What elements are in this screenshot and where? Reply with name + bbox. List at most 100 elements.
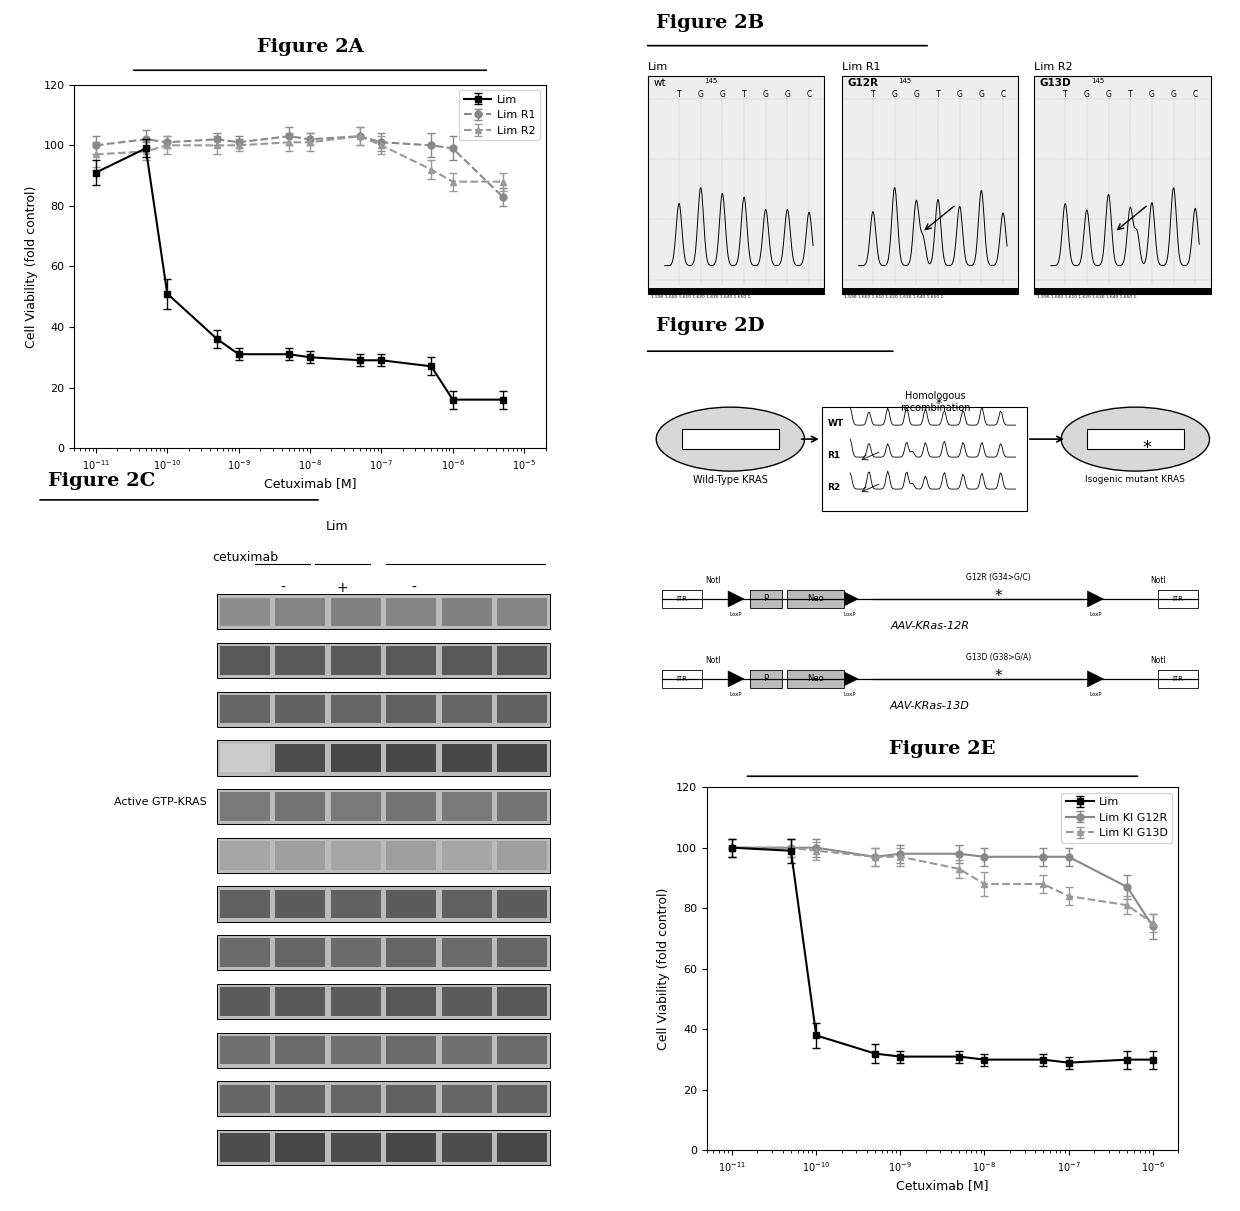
Text: 145: 145 <box>704 78 718 84</box>
Bar <box>497 744 547 773</box>
Text: LoxP: LoxP <box>730 612 743 616</box>
Bar <box>331 744 381 773</box>
Text: ITR: ITR <box>1173 596 1184 602</box>
Text: ITR: ITR <box>1173 676 1184 682</box>
Bar <box>387 1085 436 1113</box>
Bar <box>387 1035 436 1064</box>
Text: R2: R2 <box>827 482 841 492</box>
Bar <box>682 429 779 449</box>
Bar <box>219 597 270 626</box>
Bar <box>441 744 492 773</box>
Bar <box>275 597 325 626</box>
Bar <box>497 695 547 723</box>
Bar <box>441 695 492 723</box>
Bar <box>387 987 436 1016</box>
Text: T: T <box>1128 91 1132 99</box>
Text: NotI: NotI <box>706 576 722 585</box>
Text: *: * <box>1142 438 1151 457</box>
Bar <box>842 76 1018 293</box>
Bar <box>441 1085 492 1113</box>
Bar <box>275 695 325 723</box>
Text: 1.590 1.600 1.610 1.620 1.630 1.640 1.650 1.: 1.590 1.600 1.610 1.620 1.630 1.640 1.65… <box>651 295 751 299</box>
Bar <box>497 1133 547 1161</box>
Ellipse shape <box>656 407 805 471</box>
Bar <box>1034 76 1210 293</box>
X-axis label: Cetuximab [M]: Cetuximab [M] <box>897 1180 988 1193</box>
Bar <box>219 695 270 723</box>
Text: Wild-Type KRAS: Wild-Type KRAS <box>693 475 768 486</box>
Bar <box>662 590 702 608</box>
Polygon shape <box>728 671 744 687</box>
Bar <box>275 987 325 1016</box>
Polygon shape <box>842 671 858 687</box>
Text: NotI: NotI <box>1151 576 1166 585</box>
Text: G: G <box>1149 91 1154 99</box>
Bar <box>497 939 547 966</box>
Bar <box>219 987 270 1016</box>
Bar <box>275 842 325 869</box>
Text: T: T <box>870 91 875 99</box>
Bar <box>217 740 551 775</box>
Text: T: T <box>677 91 681 99</box>
Bar <box>217 983 551 1020</box>
Text: R1: R1 <box>827 450 841 460</box>
X-axis label: Cetuximab [M]: Cetuximab [M] <box>264 477 356 490</box>
Text: Isogenic mutant KRAS: Isogenic mutant KRAS <box>1085 475 1185 484</box>
Bar <box>275 792 325 821</box>
Bar <box>497 647 547 675</box>
Bar <box>441 987 492 1016</box>
Bar <box>275 1085 325 1113</box>
Bar <box>387 744 436 773</box>
Bar <box>441 1133 492 1161</box>
Bar <box>219 939 270 966</box>
Bar <box>219 744 270 773</box>
Bar <box>275 1133 325 1161</box>
Bar <box>497 1035 547 1064</box>
Bar <box>387 695 436 723</box>
Text: G: G <box>1084 91 1090 99</box>
Text: G: G <box>1106 91 1111 99</box>
Text: G: G <box>719 91 725 99</box>
Text: P: P <box>763 675 769 683</box>
Bar <box>387 1133 436 1161</box>
Text: Figure 2C: Figure 2C <box>48 472 155 489</box>
Text: G13D: G13D <box>1039 78 1071 87</box>
Bar <box>217 1081 551 1117</box>
Bar <box>331 939 381 966</box>
Text: G12R: G12R <box>847 78 878 87</box>
Text: NotI: NotI <box>706 656 722 665</box>
Bar <box>750 670 781 688</box>
Bar <box>331 890 381 918</box>
Y-axis label: Cell Viability (fold control): Cell Viability (fold control) <box>25 185 38 348</box>
Text: ITR: ITR <box>676 596 687 602</box>
Text: Lim R1: Lim R1 <box>842 63 880 73</box>
Bar <box>1158 670 1198 688</box>
Text: LoxP: LoxP <box>1089 612 1101 616</box>
Text: 145: 145 <box>899 78 911 84</box>
Text: T: T <box>1063 91 1068 99</box>
Bar <box>217 838 551 873</box>
Bar <box>497 792 547 821</box>
Bar <box>497 987 547 1016</box>
Text: 1.590 1.600 1.610 1.620 1.630 1.640 1.650 1.: 1.590 1.600 1.610 1.620 1.630 1.640 1.65… <box>844 295 945 299</box>
Bar <box>441 792 492 821</box>
Bar <box>217 1033 551 1068</box>
Bar <box>331 792 381 821</box>
Polygon shape <box>1087 671 1104 687</box>
Text: *: * <box>935 397 941 411</box>
Text: C: C <box>806 91 812 99</box>
Bar <box>441 1035 492 1064</box>
Bar <box>217 643 551 678</box>
Polygon shape <box>728 591 744 607</box>
Text: Figure 2E: Figure 2E <box>889 740 996 758</box>
Bar <box>1086 429 1184 449</box>
Text: AAV-KRas-13D: AAV-KRas-13D <box>890 701 970 711</box>
Text: G: G <box>957 91 962 99</box>
Bar <box>662 670 702 688</box>
Text: cetuximab: cetuximab <box>212 551 278 564</box>
Text: LoxP: LoxP <box>1089 691 1101 696</box>
Bar <box>219 647 270 675</box>
Bar <box>331 987 381 1016</box>
Text: P: P <box>763 595 769 603</box>
Text: LoxP: LoxP <box>844 691 857 696</box>
